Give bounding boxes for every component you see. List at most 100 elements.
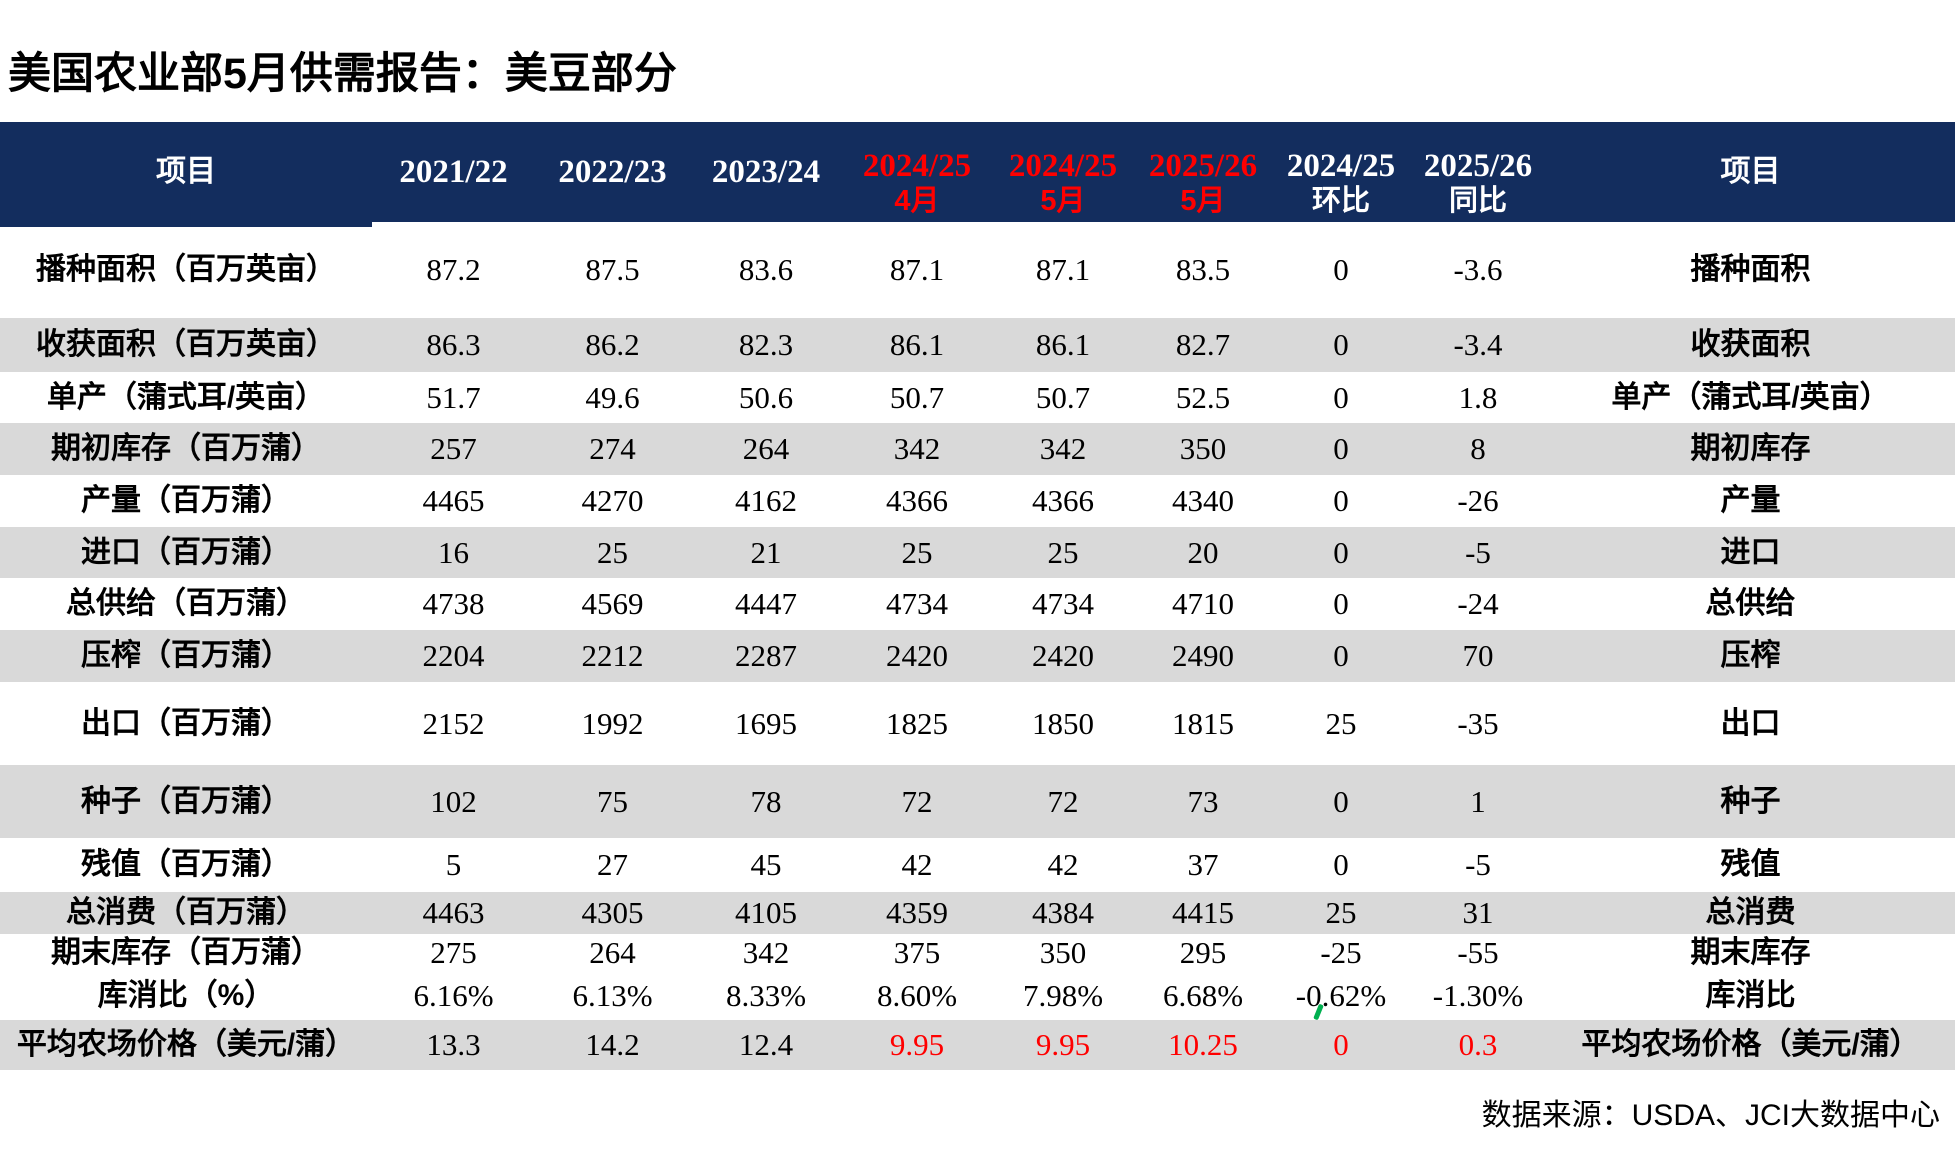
value-cell: 0 xyxy=(1333,783,1349,819)
value-cell: 25 xyxy=(901,534,933,570)
value-cell: -1.30% xyxy=(1432,977,1524,1013)
value-cell: 86.3 xyxy=(426,327,481,362)
value-cell: 0 xyxy=(1333,847,1349,882)
column-header-2021-22: 2021/22 xyxy=(372,122,535,222)
item-label-cell: 总消费（百万蒲） xyxy=(66,896,306,929)
value-cell: 72 xyxy=(1047,783,1079,819)
column-header-line2: 5月 xyxy=(1180,185,1226,217)
column-header-line1: 2021/22 xyxy=(399,154,508,190)
item-label-cell: 总供给（百万蒲） xyxy=(66,587,306,620)
column-header-2024-25-apr: 2024/25 4月 xyxy=(842,122,992,222)
item-label-cell: 压榨（百万蒲） xyxy=(81,639,291,672)
value-cell: 16 xyxy=(438,534,469,570)
value-cell: 0 xyxy=(1333,483,1349,518)
value-cell: 4105 xyxy=(735,895,797,930)
table-row: 平均农场价格（美元/蒲） 13.3 14.2 12.4 9.95 9.95 10.25 0 0.… xyxy=(0,1020,1955,1070)
column-header-yoy: 2025/26 同比 xyxy=(1410,122,1546,222)
table-row: 播种面积（百万英亩） 87.2 87.5 83.6 87.1 87.1 83.5 0 -3.6 播… xyxy=(0,222,1955,318)
value-cell: 78 xyxy=(750,783,782,819)
value-cell: -35 xyxy=(1457,705,1499,741)
value-cell: 2420 xyxy=(1032,638,1094,673)
value-cell: 4734 xyxy=(1032,586,1094,621)
column-header-line1: 2022/23 xyxy=(558,154,667,190)
value-cell: 6.68% xyxy=(1162,977,1244,1013)
value-cell: 342 xyxy=(1039,431,1087,466)
item-label-right-cell: 总消费 xyxy=(1705,896,1796,929)
value-cell: 4738 xyxy=(422,586,485,621)
value-cell: 4305 xyxy=(581,895,644,930)
item-label-right-cell: 收获面积 xyxy=(1690,328,1811,361)
value-cell: 4270 xyxy=(581,483,644,518)
value-cell: 2212 xyxy=(581,638,644,673)
value-cell: 1695 xyxy=(735,705,797,741)
value-cell: 0 xyxy=(1333,431,1349,466)
column-header-line2: 4月 xyxy=(894,185,940,217)
value-cell: 0 xyxy=(1333,327,1349,362)
item-label-right-cell: 期末库存 xyxy=(1690,935,1811,969)
item-label-cell: 平均农场价格（美元/蒲） xyxy=(16,1028,356,1061)
table-row: 收获面积（百万英亩） 86.3 86.2 82.3 86.1 86.1 82.7 0 -3.4 收… xyxy=(0,318,1955,372)
value-cell: 4734 xyxy=(886,586,948,621)
item-label-cell: 产量（百万蒲） xyxy=(81,484,291,517)
item-label-cell: 播种面积（百万英亩） xyxy=(36,253,336,286)
value-cell: 25 xyxy=(1047,534,1079,570)
item-label-right-cell: 压榨 xyxy=(1720,639,1781,672)
column-header-line1: 2023/24 xyxy=(711,154,821,190)
value-cell: 49.6 xyxy=(585,379,640,415)
value-cell: 275 xyxy=(430,934,477,970)
value-cell: 350 xyxy=(1039,934,1087,970)
value-cell: 14.2 xyxy=(585,1027,640,1062)
value-cell: 25 xyxy=(597,534,628,570)
value-cell: 42 xyxy=(1047,847,1079,882)
value-cell: 0.3 xyxy=(1458,1027,1498,1062)
value-cell: 4359 xyxy=(886,895,948,930)
column-header-item-left: 项目 xyxy=(0,122,372,222)
value-cell: -3.4 xyxy=(1453,327,1503,362)
value-cell: 102 xyxy=(430,783,477,819)
value-cell: 2152 xyxy=(422,705,485,741)
column-header-line2: 环比 xyxy=(1311,185,1370,217)
value-cell: -3.6 xyxy=(1453,252,1503,287)
value-cell: 274 xyxy=(589,431,636,466)
value-cell: -24 xyxy=(1457,586,1499,621)
value-cell: 83.6 xyxy=(738,252,794,287)
value-cell: 25 xyxy=(1325,705,1357,741)
value-cell: 8.60% xyxy=(876,977,958,1013)
value-cell: 82.7 xyxy=(1175,327,1231,362)
value-cell: 2287 xyxy=(735,638,797,673)
value-cell: 0 xyxy=(1333,534,1349,570)
value-cell: 264 xyxy=(742,431,790,466)
value-cell: 27 xyxy=(597,847,628,882)
value-cell: 10.25 xyxy=(1168,1027,1238,1062)
value-cell: 0 xyxy=(1333,252,1349,287)
item-label-cell: 收获面积（百万英亩） xyxy=(36,328,336,361)
value-cell: 4162 xyxy=(735,483,797,518)
value-cell: 13.3 xyxy=(426,1027,481,1062)
value-cell: 8 xyxy=(1470,431,1486,466)
value-cell: 51.7 xyxy=(426,379,481,415)
value-cell: 2420 xyxy=(886,638,948,673)
table-header-row: 项目 2021/22 2022/23 2023/24 2024/25 4月 2024/25 5… xyxy=(0,122,1955,222)
item-label-cell: 期初库存（百万蒲） xyxy=(51,432,321,465)
supply-demand-table: 项目 2021/22 2022/23 2023/24 2024/25 4月 2024/25 5… xyxy=(0,122,1955,1070)
value-cell: 4465 xyxy=(422,483,485,518)
value-cell: -55 xyxy=(1457,934,1499,970)
value-cell: 75 xyxy=(597,783,628,819)
value-cell: 82.3 xyxy=(738,327,794,362)
value-cell: 7.98% xyxy=(1022,977,1104,1013)
item-label-right-cell: 进口 xyxy=(1720,535,1781,569)
table-row: 压榨（百万蒲） 2204 2212 2287 2420 2420 2490 0 70 压榨 xyxy=(0,630,1955,682)
table-row: 出口（百万蒲） 2152 1992 1695 1825 1850 1815 25 -35 出口 xyxy=(0,682,1955,765)
item-label-cell: 残值（百万蒲） xyxy=(81,848,291,881)
value-cell: 1 xyxy=(1470,783,1486,819)
value-cell: 375 xyxy=(893,934,941,970)
column-header-line1: 项目 xyxy=(1720,155,1781,188)
column-header-line1: 2025/26 xyxy=(1423,148,1533,184)
value-cell: 1.8 xyxy=(1458,379,1498,415)
value-cell: -5 xyxy=(1465,847,1491,882)
column-header-line1: 2024/25 xyxy=(1008,148,1118,184)
value-cell: 4366 xyxy=(1032,483,1094,518)
value-cell: 4463 xyxy=(422,895,485,930)
item-label-right-cell: 库消比 xyxy=(1705,978,1796,1012)
value-cell: -25 xyxy=(1320,934,1362,970)
